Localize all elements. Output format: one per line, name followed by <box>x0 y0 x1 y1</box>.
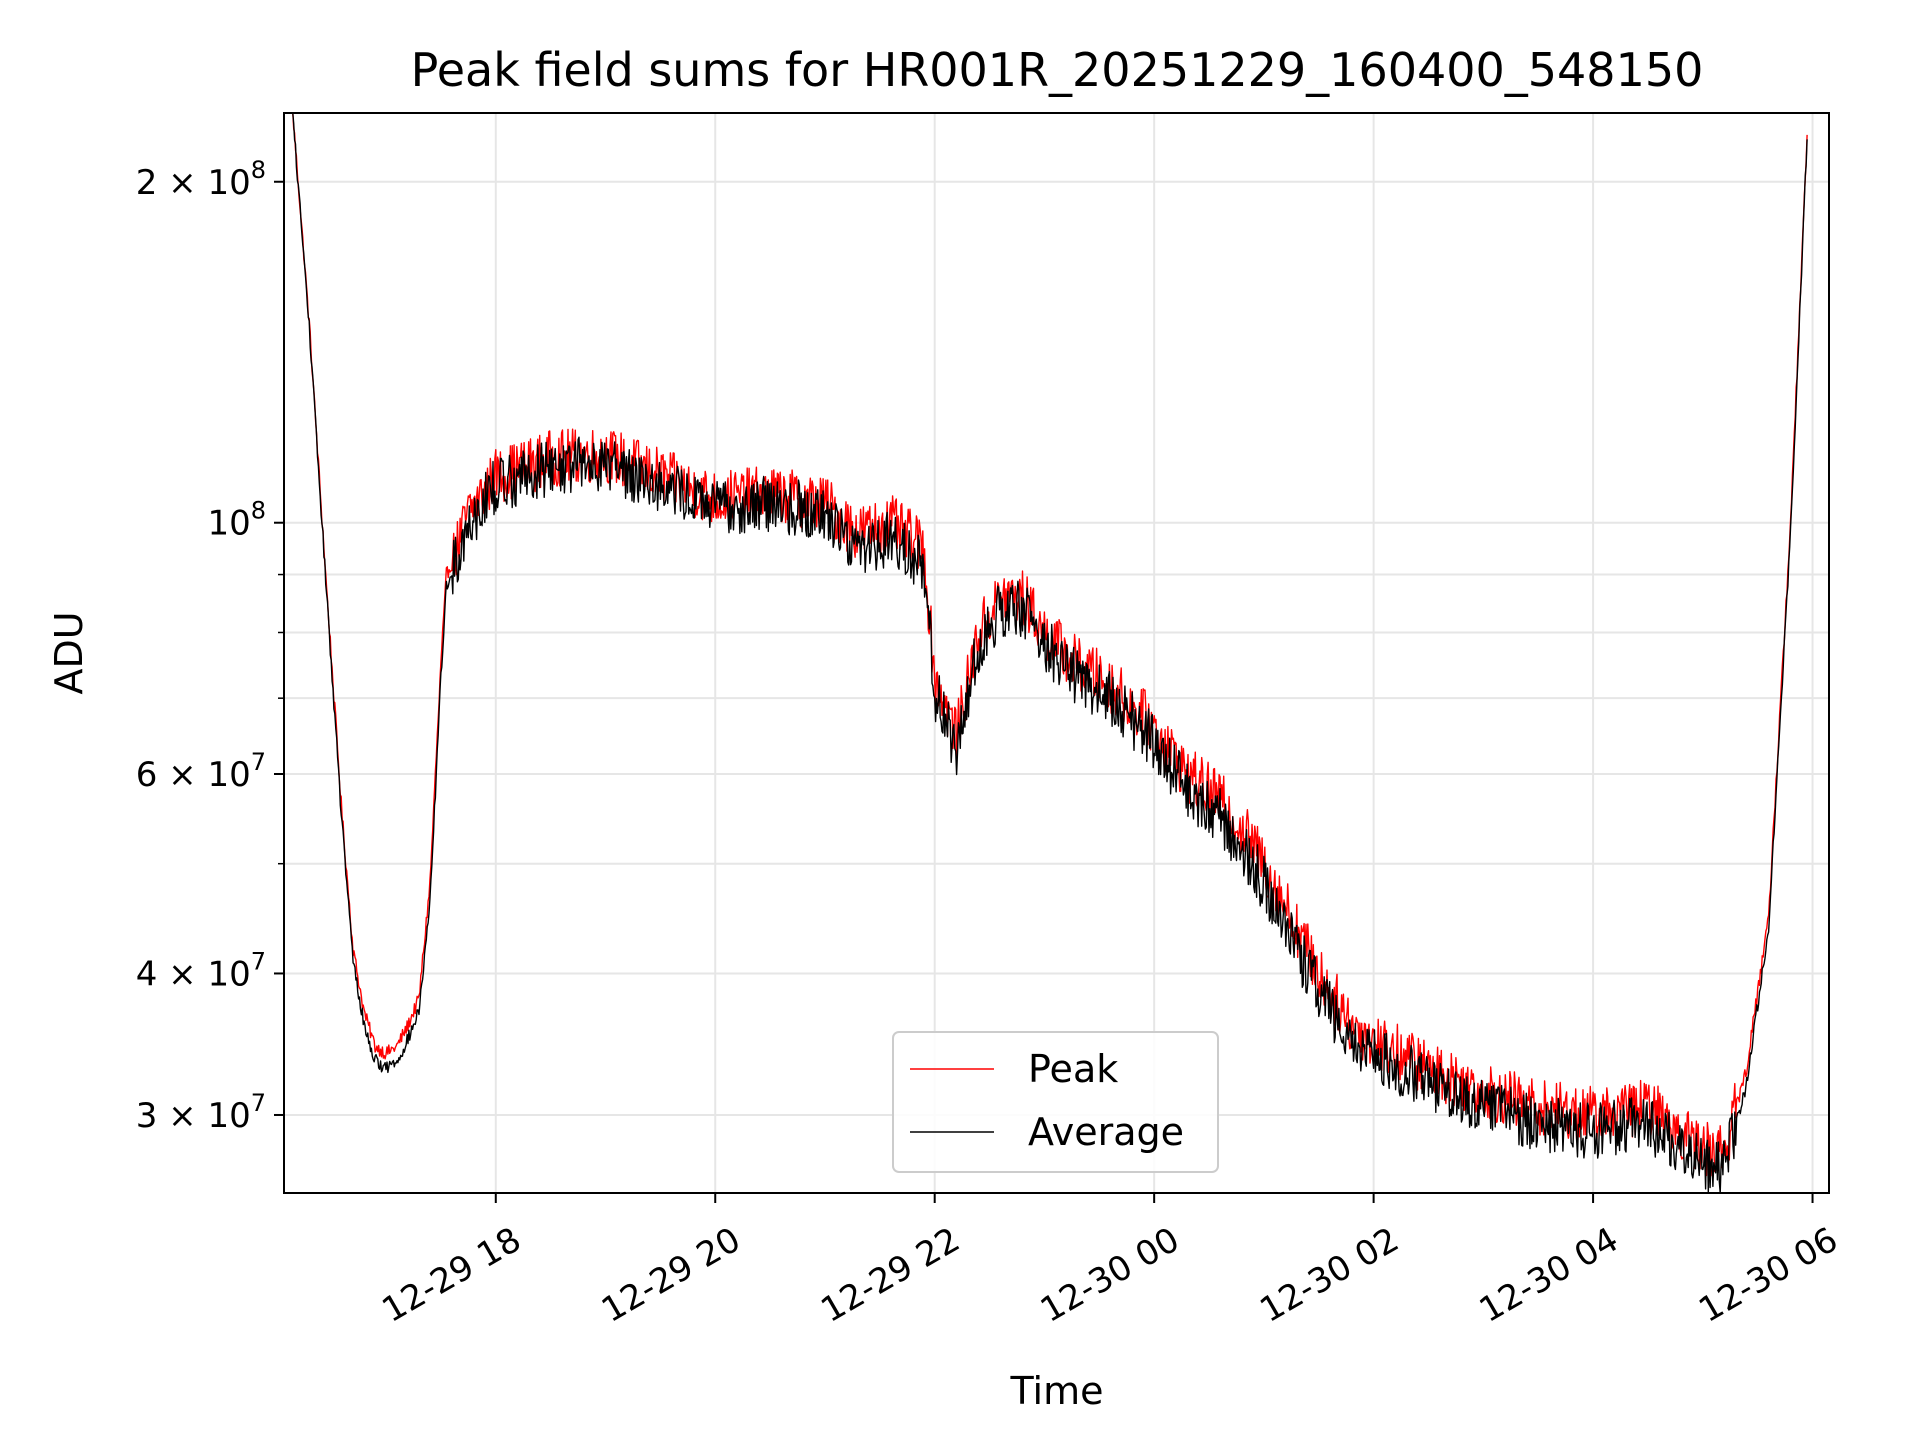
y-tick-mantissa: 3 × 10 <box>136 1096 251 1136</box>
y-tick-exponent: 8 <box>251 156 266 184</box>
y-tick-label: 108 <box>207 497 266 544</box>
legend: Peak Average <box>892 1031 1219 1173</box>
plot-frame <box>283 112 1830 1194</box>
y-tick-exponent: 8 <box>251 497 266 525</box>
series-lines <box>292 112 1808 1194</box>
y-tick-mantissa: 6 × 10 <box>136 755 251 795</box>
y-tick-mantissa: 10 <box>207 504 250 544</box>
y-tick-label: 3 × 107 <box>136 1089 266 1136</box>
legend-label-peak: Peak <box>1028 1047 1118 1091</box>
y-tick-mantissa: 2 × 10 <box>136 163 251 203</box>
legend-label-average: Average <box>1028 1110 1184 1154</box>
y-axis-label: ADU <box>47 611 91 694</box>
y-tick-label: 6 × 107 <box>136 748 266 795</box>
y-tick-mantissa: 4 × 10 <box>136 954 251 994</box>
y-tick-exponent: 7 <box>251 748 266 776</box>
y-tick-label: 2 × 108 <box>136 156 266 203</box>
series-line-average <box>292 112 1808 1194</box>
x-axis-label: Time <box>1010 1369 1104 1413</box>
chart-title: Peak field sums for HR001R_20251229_1604… <box>411 43 1704 97</box>
y-tick-exponent: 7 <box>251 947 266 975</box>
y-tick-label: 4 × 107 <box>136 947 266 994</box>
legend-box <box>892 1031 1219 1173</box>
y-tick-exponent: 7 <box>251 1089 266 1117</box>
